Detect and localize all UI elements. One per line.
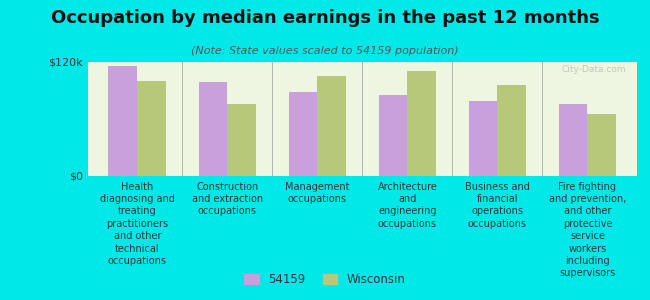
Legend: 54159, Wisconsin: 54159, Wisconsin [240, 269, 410, 291]
Bar [227, 104, 256, 176]
Bar [289, 92, 317, 176]
Bar [137, 80, 166, 176]
Bar [378, 95, 408, 176]
Bar [109, 66, 137, 176]
Bar [469, 101, 497, 176]
Bar [198, 82, 228, 176]
Bar [408, 71, 436, 176]
Text: Health
diagnosing and
treating
practitioners
and other
technical
occupations: Health diagnosing and treating practitio… [100, 182, 175, 266]
Text: Occupation by median earnings in the past 12 months: Occupation by median earnings in the pas… [51, 9, 599, 27]
Bar [497, 85, 526, 176]
Text: Architecture
and
engineering
occupations: Architecture and engineering occupations [378, 182, 437, 229]
Text: Management
occupations: Management occupations [285, 182, 350, 204]
Bar [588, 114, 616, 176]
Text: Construction
and extraction
occupations: Construction and extraction occupations [192, 182, 263, 216]
Text: City-Data.com: City-Data.com [562, 65, 626, 74]
Text: Business and
financial
operations
occupations: Business and financial operations occupa… [465, 182, 530, 229]
Text: (Note: State values scaled to 54159 population): (Note: State values scaled to 54159 popu… [191, 46, 459, 56]
Bar [558, 104, 588, 176]
Text: Fire fighting
and prevention,
and other
protective
service
workers
including
sup: Fire fighting and prevention, and other … [549, 182, 626, 278]
Bar [317, 76, 346, 176]
